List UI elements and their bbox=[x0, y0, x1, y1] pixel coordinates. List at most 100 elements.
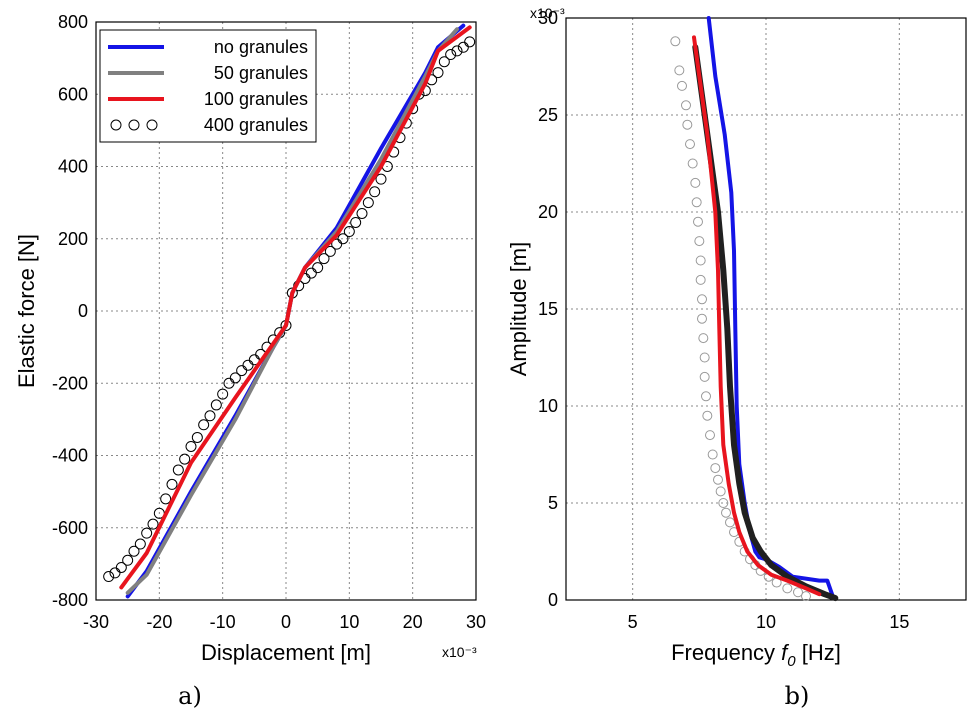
x-tick-label: 5 bbox=[628, 612, 638, 632]
x-axis-label-symbol: f bbox=[781, 640, 790, 665]
y-tick-label: 400 bbox=[58, 157, 88, 177]
data-point bbox=[445, 49, 457, 61]
data-point bbox=[699, 352, 710, 363]
legend-label: 400 granules bbox=[204, 115, 308, 135]
x-tick-label: 10 bbox=[339, 612, 359, 632]
data-point bbox=[697, 313, 707, 324]
x-tick-label: -20 bbox=[146, 612, 172, 632]
data-point bbox=[318, 253, 330, 265]
data-point bbox=[685, 139, 695, 150]
y-tick-label: -400 bbox=[52, 446, 88, 466]
data-point bbox=[242, 359, 254, 371]
legend-label: 50 granules bbox=[214, 63, 308, 83]
data-point bbox=[670, 36, 681, 47]
x-tick-label: 30 bbox=[466, 612, 486, 632]
y-tick-label: 15 bbox=[538, 299, 558, 319]
data-point bbox=[464, 36, 476, 48]
legend-marker bbox=[110, 119, 122, 131]
x-axis-label-text: Frequency bbox=[671, 640, 781, 665]
y-tick-label: 0 bbox=[548, 590, 558, 610]
y-tick-label: 0 bbox=[78, 301, 88, 321]
x-tick-label: 15 bbox=[889, 612, 909, 632]
data-point bbox=[677, 80, 687, 91]
x-tick-label: 20 bbox=[403, 612, 423, 632]
data-point bbox=[217, 388, 229, 400]
y-axis-multiplier: x10⁻³ bbox=[530, 5, 565, 21]
data-point bbox=[438, 56, 450, 68]
y-tick-label: 800 bbox=[58, 12, 88, 32]
data-point bbox=[687, 158, 698, 169]
data-point bbox=[191, 431, 203, 443]
data-point bbox=[695, 255, 706, 266]
data-point bbox=[375, 173, 387, 185]
legend-label: 100 granules bbox=[204, 89, 308, 109]
data-point bbox=[701, 391, 711, 402]
y-tick-label: -200 bbox=[52, 373, 88, 393]
data-point bbox=[166, 478, 178, 490]
data-point bbox=[305, 267, 317, 279]
plot-frame bbox=[95, 21, 477, 601]
data-point bbox=[695, 274, 706, 285]
panel-label: b) bbox=[785, 682, 810, 710]
data-point bbox=[337, 233, 349, 245]
data-point bbox=[705, 430, 715, 441]
data-point bbox=[451, 45, 463, 57]
legend-marker bbox=[146, 119, 158, 131]
y-tick-label: 25 bbox=[538, 105, 558, 125]
data-point bbox=[690, 177, 701, 188]
data-point bbox=[248, 354, 260, 366]
data-point bbox=[457, 41, 469, 53]
data-point bbox=[223, 377, 235, 389]
data-point bbox=[122, 554, 134, 566]
data-point bbox=[350, 216, 362, 228]
data-point bbox=[782, 583, 793, 594]
data-point bbox=[115, 561, 127, 573]
x-axis-label-unit: [Hz] bbox=[796, 640, 841, 665]
y-tick-label: 10 bbox=[538, 396, 558, 416]
data-point bbox=[699, 371, 710, 382]
data-point bbox=[324, 245, 336, 257]
data-point bbox=[710, 463, 721, 474]
legend-label: no granules bbox=[214, 37, 308, 57]
y-tick-label: 20 bbox=[538, 202, 558, 222]
data-point bbox=[369, 186, 381, 198]
data-point bbox=[801, 591, 811, 602]
data-point bbox=[172, 464, 184, 476]
x-axis-label-subscript: 0 bbox=[787, 653, 796, 670]
x-tick-label: -30 bbox=[83, 612, 109, 632]
data-point bbox=[707, 449, 718, 460]
data-point bbox=[681, 100, 691, 111]
data-point bbox=[356, 207, 368, 219]
data-point bbox=[691, 197, 702, 208]
x-axis-label: Frequency f0 [Hz] bbox=[671, 640, 841, 670]
data-point bbox=[312, 262, 324, 274]
data-point bbox=[362, 197, 374, 209]
data-point bbox=[109, 567, 121, 579]
data-point bbox=[682, 119, 693, 130]
data-point bbox=[160, 493, 172, 505]
data-point bbox=[693, 216, 703, 227]
x-axis-multiplier: x10⁻³ bbox=[442, 644, 477, 660]
series-line bbox=[692, 35, 822, 597]
data-point bbox=[141, 527, 153, 539]
data-point bbox=[713, 474, 723, 485]
data-point bbox=[204, 410, 216, 422]
data-point bbox=[134, 538, 146, 550]
y-tick-label: 30 bbox=[538, 8, 558, 28]
data-point bbox=[331, 238, 343, 250]
x-tick-label: -10 bbox=[210, 612, 236, 632]
data-point bbox=[674, 65, 685, 76]
y-tick-label: -600 bbox=[52, 518, 88, 538]
series-line bbox=[119, 25, 472, 590]
data-point bbox=[694, 236, 705, 247]
y-tick-label: 5 bbox=[548, 493, 558, 513]
x-tick-label: 10 bbox=[756, 612, 776, 632]
x-axis-label: Displacement [m] bbox=[201, 640, 371, 665]
data-point bbox=[185, 440, 197, 452]
data-point bbox=[715, 486, 726, 497]
panel-label: a) bbox=[178, 682, 202, 710]
data-point bbox=[128, 545, 140, 557]
y-tick-label: -800 bbox=[52, 590, 88, 610]
panel-a-chart: -30 -20 -10 0 10 20 30 -800 -600 -400 -200 0 200 400 6… bbox=[14, 12, 486, 710]
